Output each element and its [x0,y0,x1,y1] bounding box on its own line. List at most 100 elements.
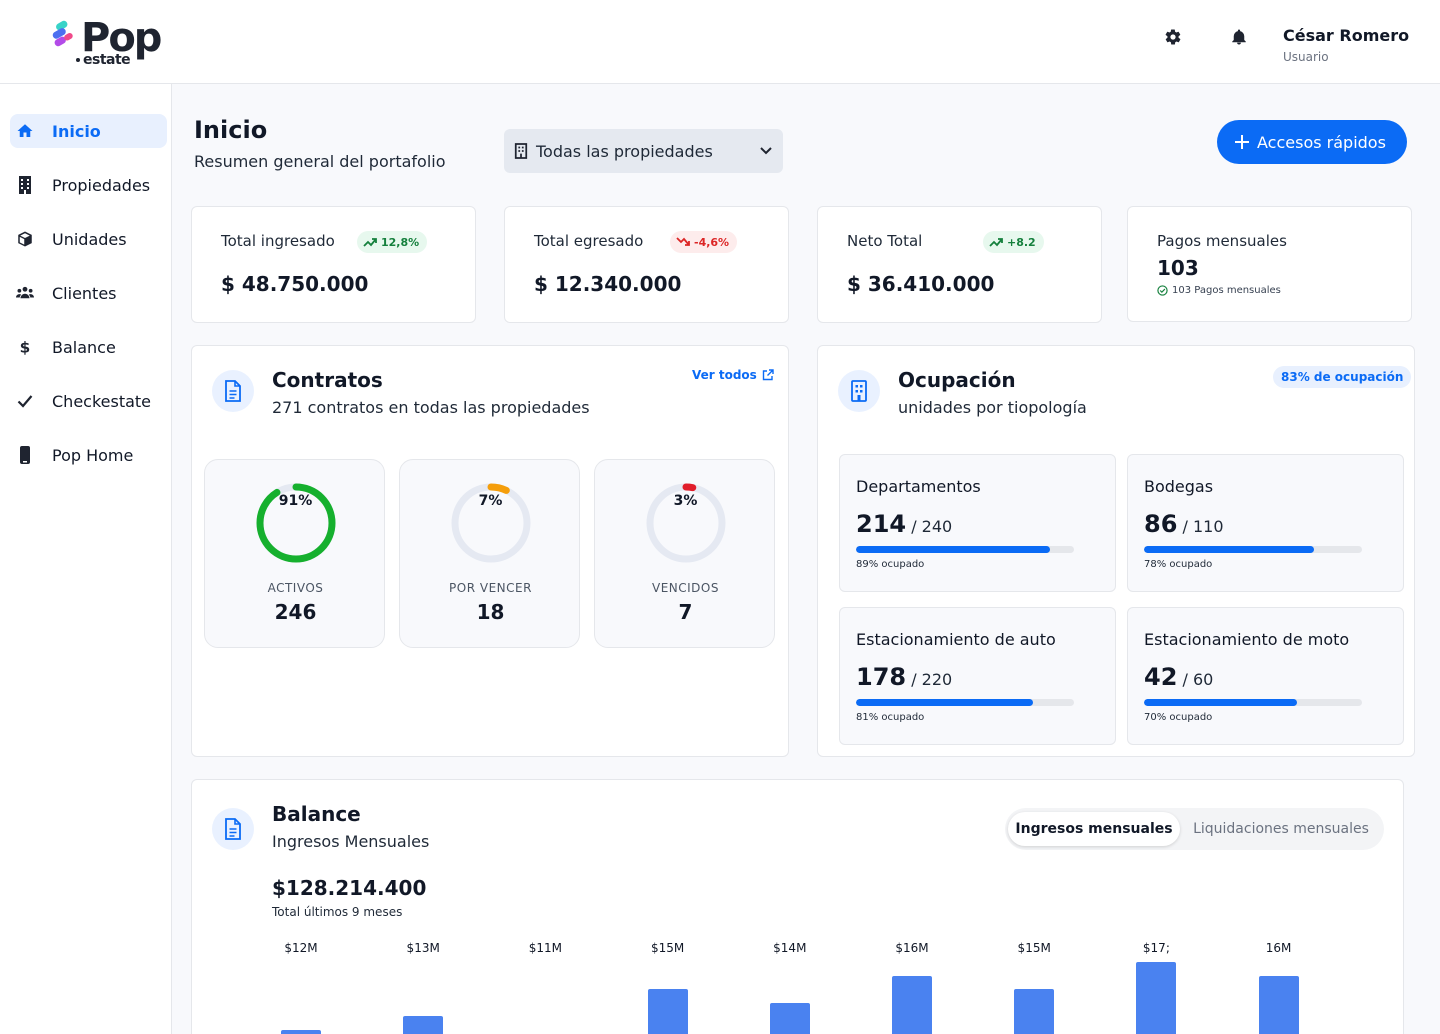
page-title: Inicio [194,116,268,144]
sidebar: Inicio Propiedades Unidades Clientes $ B… [0,84,172,1034]
view-all-link[interactable]: Ver todos [692,368,774,382]
document-icon [212,370,254,412]
trend-badge: -4,6% [670,231,738,253]
occupancy-progress-bar [1144,699,1362,706]
unit-type-name: Bodegas [1144,477,1214,496]
check-icon [16,392,34,410]
sidebar-item-pop-home[interactable]: Pop Home [10,438,167,472]
external-link-icon [762,369,774,381]
property-filter-value: Todas las propiedades [536,141,713,161]
progress-ring [646,483,726,563]
occupancy-progress-fill [1144,699,1297,706]
property-filter-select[interactable]: Todas las propiedades [504,129,783,173]
user-name[interactable]: César Romero [1283,26,1410,45]
document-icon [212,808,254,850]
sidebar-item-inicio[interactable]: Inicio [10,114,167,148]
status-count: 7 [678,600,693,624]
ring-percent: 7% [478,493,503,509]
contract-status-card-activos[interactable]: 91% ACTIVOS 246 [204,459,385,648]
kpi-value: $ 48.750.000 [221,272,369,296]
occupancy-progress-fill [856,699,1033,706]
logo-mark-icon [52,20,73,47]
unit-count: 42 / 60 [1144,663,1213,691]
building-icon [514,143,528,163]
contracts-title: Contratos [272,368,383,392]
occupancy-type-card[interactable]: Bodegas 86 / 110 78% ocupado [1127,454,1404,592]
sidebar-item-label: Inicio [52,121,101,141]
unit-type-name: Departamentos [856,477,981,496]
bar-value-label: $14M [773,941,807,955]
sidebar-item-clientes[interactable]: Clientes [10,276,167,310]
bar-value-label: $17; [1142,941,1170,955]
gear-icon[interactable] [1162,26,1184,48]
bar[interactable] [403,1016,444,1034]
pop-estate-logo[interactable]: Pop estate [50,16,170,68]
users-icon [16,284,34,302]
status-count: 18 [476,600,505,624]
trend-badge: +8.2 [983,231,1044,253]
kpi-value: $ 12.340.000 [534,272,682,296]
bar-value-label: $13M [406,941,440,955]
bar[interactable] [769,1002,810,1034]
quick-access-label: Accesos rápidos [1257,132,1386,152]
kpi-value: $ 36.410.000 [847,272,995,296]
phone-icon [16,446,34,464]
cube-icon [16,230,34,248]
unit-count: 86 / 110 [1144,510,1224,538]
bar-value-label: $15M [1017,941,1051,955]
unit-count: 178 / 220 [856,663,952,691]
kpi-label: Total ingresado [221,232,335,250]
balance-card: Balance Ingresos Mensuales Ingresos mens… [191,779,1404,1034]
tab-liquidaciones-mensuales[interactable]: Liquidaciones mensuales [1193,821,1369,837]
occupancy-badge: 83% de ocupación [1273,366,1412,388]
bar[interactable] [1258,975,1299,1034]
sidebar-item-propiedades[interactable]: Propiedades [10,168,167,202]
occupancy-type-card[interactable]: Estacionamiento de moto 42 / 60 70% ocup… [1127,607,1404,745]
total-count: / 220 [911,670,953,689]
balance-title: Balance [272,802,361,826]
sidebar-item-balance[interactable]: $ Balance [10,330,167,364]
occupancy-subtitle: unidades por tiopología [898,398,1087,417]
bar-value-label: $16M [895,941,929,955]
sidebar-item-unidades[interactable]: Unidades [10,222,167,256]
unit-count: 214 / 240 [856,510,952,538]
quick-access-button[interactable]: Accesos rápidos [1217,120,1407,164]
sidebar-item-label: Pop Home [52,445,134,465]
trend-badge: 12,8% [357,231,428,253]
status-label: POR VENCER [449,581,532,595]
status-label: VENCIDOS [652,581,719,595]
total-count: / 110 [1182,517,1224,536]
bar[interactable] [281,1029,321,1034]
balance-view-toggle: Ingresos mensuales Liquidaciones mensual… [1005,808,1384,850]
occupancy-progress-bar [856,546,1074,553]
building-icon [16,176,34,194]
progress-ring [256,483,336,563]
bar[interactable] [647,989,688,1034]
kpi-value: 103 [1157,256,1199,280]
chevron-down-icon [759,143,773,163]
monthly-income-bar-chart: $12M $13M $11M $15M $14M $16M $15M $17; 16M [192,780,1405,1034]
sidebar-item-label: Clientes [52,283,117,303]
kpi-note: 103 Pagos mensuales [1157,285,1281,296]
tab-ingresos-mensuales[interactable]: Ingresos mensuales [1008,812,1180,846]
balance-total-note: Total últimos 9 meses [272,905,403,919]
bar[interactable] [892,975,932,1034]
sidebar-item-label: Propiedades [52,175,151,195]
occupancy-type-card[interactable]: Estacionamiento de auto 178 / 220 81% oc… [839,607,1116,745]
contracts-subtitle: 271 contratos en todas las propiedades [272,398,590,417]
contract-status-card-por-vencer[interactable]: 7% POR VENCER 18 [399,459,580,648]
logo-subword: estate [76,52,131,68]
occupied-count: 214 [856,510,907,538]
total-count: / 60 [1182,670,1214,689]
sidebar-item-checkestate[interactable]: Checkestate [10,384,167,418]
bar[interactable] [1014,989,1055,1034]
contract-status-card-vencidos[interactable]: 3% VENCIDOS 7 [594,459,775,648]
occupancy-title: Ocupación [898,368,1016,392]
occupancy-type-card[interactable]: Departamentos 214 / 240 89% ocupado [839,454,1116,592]
occupancy-card: Ocupación unidades por tiopología 83% de… [817,345,1415,757]
occupancy-percent: 81% ocupado [856,712,925,723]
bar[interactable] [1136,962,1177,1034]
kpi-card-neto-total: Neto Total +8.2 $ 36.410.000 [817,206,1102,323]
bell-icon[interactable] [1228,26,1250,48]
kpi-card-total-egresado: Total egresado -4,6% $ 12.340.000 [504,206,789,323]
